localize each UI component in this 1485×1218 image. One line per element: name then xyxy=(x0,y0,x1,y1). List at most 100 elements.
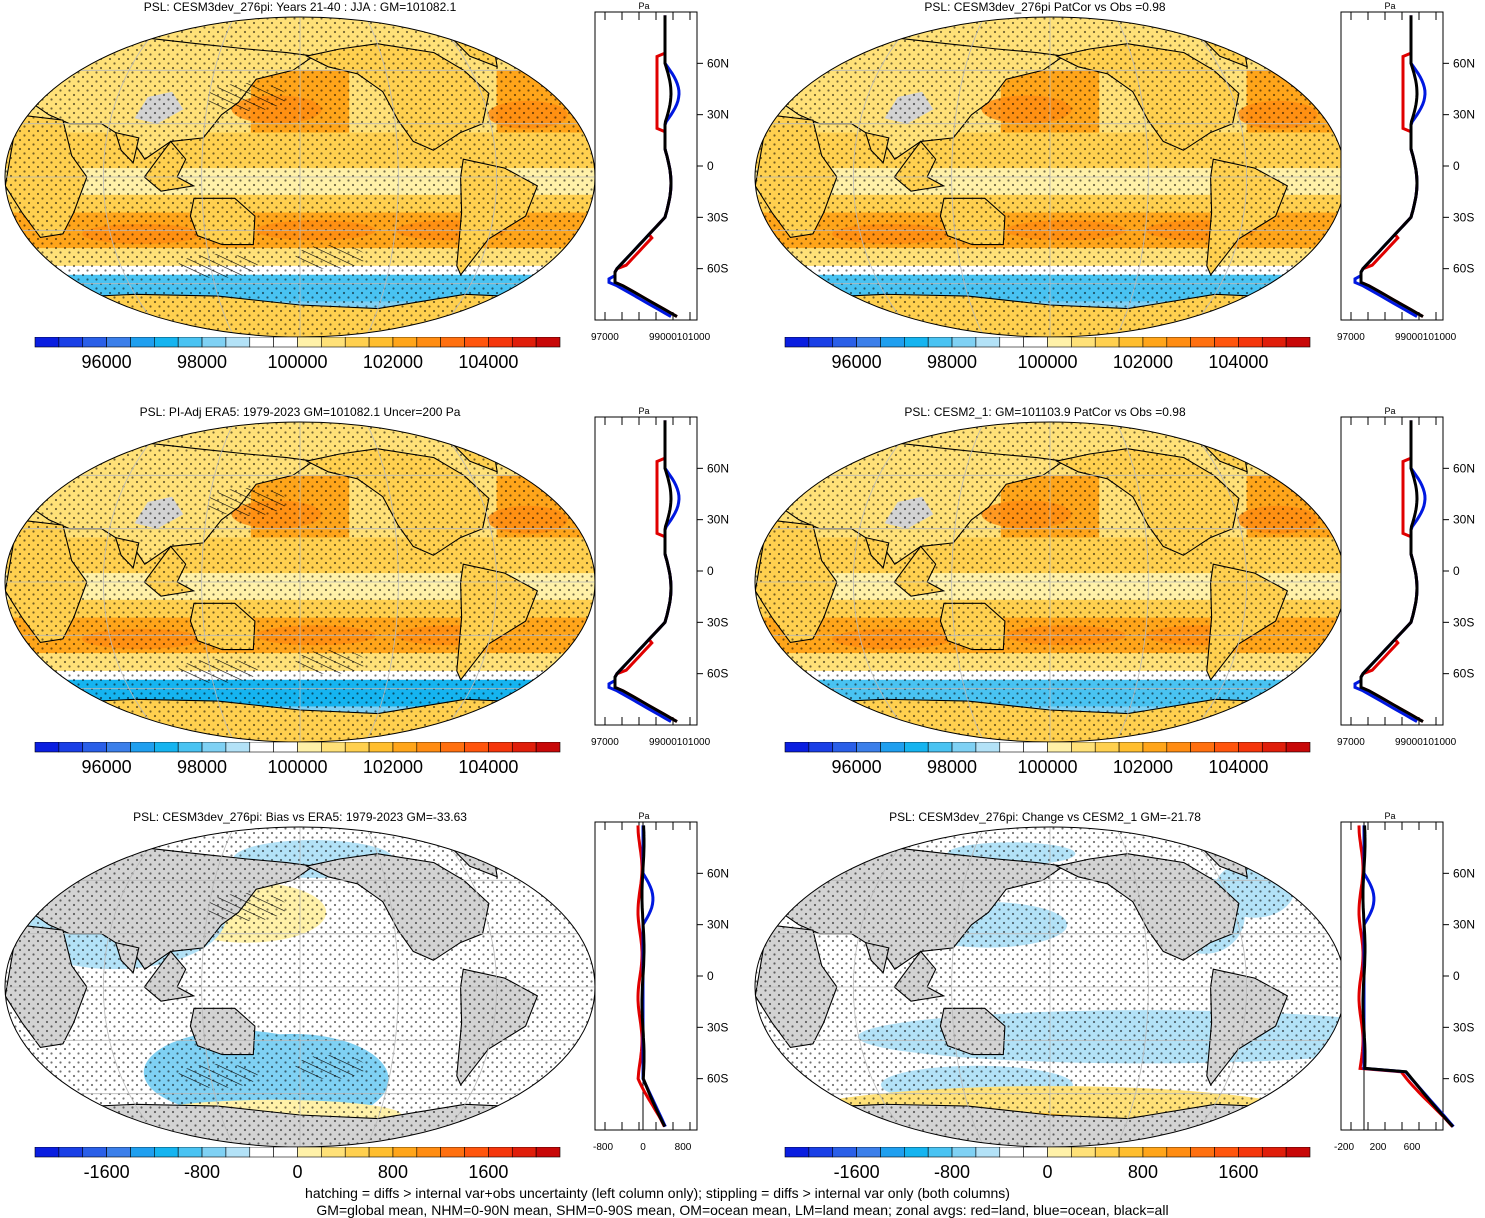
color-bar-swatch xyxy=(344,1147,370,1158)
lat-label: 60S xyxy=(1453,1072,1474,1086)
color-bar-swatch xyxy=(177,337,203,348)
profile-unit-label: Pa xyxy=(1384,1,1395,11)
color-bar-swatch xyxy=(464,1147,489,1158)
color-bar-swatch xyxy=(1261,337,1287,348)
field-cell xyxy=(54,292,105,302)
profile-frame xyxy=(1340,416,1444,726)
field-cell xyxy=(496,25,547,36)
color-bar-swatch xyxy=(535,1147,561,1158)
color-bar-swatch xyxy=(832,337,857,348)
map-field xyxy=(5,827,595,1147)
field-cell xyxy=(755,283,806,294)
lat-label: 30N xyxy=(707,918,729,932)
lat-label: 60N xyxy=(707,461,729,475)
lat-label: 0 xyxy=(1453,159,1460,173)
field-cell xyxy=(496,448,547,459)
color-bar-swatch xyxy=(1285,1147,1311,1158)
color-bar-label: 100000 xyxy=(267,757,327,777)
color-bar-swatch xyxy=(201,1147,227,1158)
color-bar-label: 102000 xyxy=(1113,757,1173,777)
lat-label: 30N xyxy=(1453,513,1475,527)
field-cell xyxy=(54,310,105,320)
x-tick-label: 800 xyxy=(675,1142,692,1153)
color-bar-swatch xyxy=(82,337,107,348)
field-cell xyxy=(755,724,806,734)
color-bar-label: 800 xyxy=(1128,1162,1158,1182)
field-cell xyxy=(5,466,56,476)
field-cell xyxy=(496,430,547,441)
field-cell xyxy=(5,439,56,450)
color-bar: 96000 98000 100000 102000 104000 xyxy=(34,337,561,372)
field-cell xyxy=(5,61,56,71)
field-cell xyxy=(5,457,56,467)
color-bar-swatch xyxy=(880,742,905,753)
color-bar-swatch xyxy=(832,742,857,753)
panel-title: PSL: CESM3dev_276pi PatCor vs Obs =0.98 xyxy=(924,0,1166,14)
x-tick-label: 97000 xyxy=(1337,737,1365,748)
field-cell xyxy=(152,17,203,27)
hatching xyxy=(295,245,366,269)
color-bar-swatch xyxy=(488,337,513,348)
color-bar-swatch xyxy=(1023,1147,1048,1158)
field-cell xyxy=(5,475,56,485)
color-bar-swatch xyxy=(321,1147,346,1158)
color-bar-swatch xyxy=(856,742,881,753)
color-bar: -1600 -800 0 800 1600 xyxy=(784,1147,1311,1182)
color-bar-swatch xyxy=(880,1147,905,1158)
zonal-profile: Pa 60N 30N 0 30S 60S 97000 99000101000 xyxy=(591,406,729,748)
color-bar-swatch xyxy=(273,337,298,348)
color-bar-swatch xyxy=(392,337,418,348)
color-bar-label: 98000 xyxy=(927,757,977,777)
field-cell xyxy=(5,679,56,690)
field-cell xyxy=(5,283,56,294)
meridian-line xyxy=(951,17,985,337)
color-bar-swatch xyxy=(1142,1147,1168,1158)
panel-title: PSL: CESM3dev_276pi: Years 21-40 : JJA :… xyxy=(143,0,457,14)
x-tick-label: -800 xyxy=(593,1142,613,1153)
field-cell xyxy=(496,439,547,450)
field-cell xyxy=(54,439,105,450)
field-cell xyxy=(1197,25,1248,36)
color-bar-swatch xyxy=(464,337,489,348)
lat-label: 30S xyxy=(707,1020,728,1034)
color-bar-label: 104000 xyxy=(1208,757,1268,777)
color-bar-swatch xyxy=(1118,337,1144,348)
field-cell xyxy=(5,34,56,45)
color-bar-label: 102000 xyxy=(363,757,423,777)
field-cell xyxy=(5,310,56,320)
all-curve xyxy=(1361,825,1455,1128)
field-cell xyxy=(152,422,203,432)
color-bar-swatch xyxy=(106,337,131,348)
meridian-line xyxy=(1181,422,1248,742)
field-cell xyxy=(5,697,56,707)
color-bar-swatch xyxy=(1261,742,1287,753)
field-cell xyxy=(1148,17,1199,27)
field-cell xyxy=(804,310,855,320)
field-cell xyxy=(496,43,547,54)
field-cell xyxy=(5,706,56,716)
color-bar-swatch xyxy=(975,742,1001,753)
lat-label: 30S xyxy=(707,210,728,224)
field-cell xyxy=(5,430,56,441)
field-cell xyxy=(5,25,56,36)
profile-unit-label: Pa xyxy=(638,406,649,416)
color-bar-swatch xyxy=(368,1147,394,1158)
map-field xyxy=(755,17,1345,337)
field-cell xyxy=(755,457,806,467)
field-cell xyxy=(1246,697,1297,707)
panel-title: PSL: CESM2_1: GM=101103.9 PatCor vs Obs … xyxy=(904,405,1186,419)
color-bar-label: 104000 xyxy=(1208,352,1268,372)
field-cell xyxy=(1246,430,1297,441)
meridian-line xyxy=(431,422,498,742)
lat-label: 0 xyxy=(707,564,714,578)
color-bar-swatch xyxy=(488,1147,513,1158)
color-bar-label: 800 xyxy=(378,1162,408,1182)
color-bar-swatch xyxy=(1023,742,1048,753)
field-cell xyxy=(103,422,154,432)
zonal-profile: Pa 60N 30N 0 30S 60S 97000 99000101000 xyxy=(1337,406,1475,748)
color-bar-swatch xyxy=(1118,1147,1144,1158)
field-cell xyxy=(1246,52,1297,62)
color-bar-swatch xyxy=(106,742,131,753)
color-bar-swatch xyxy=(225,1147,251,1158)
color-bar-swatch xyxy=(927,1147,953,1158)
